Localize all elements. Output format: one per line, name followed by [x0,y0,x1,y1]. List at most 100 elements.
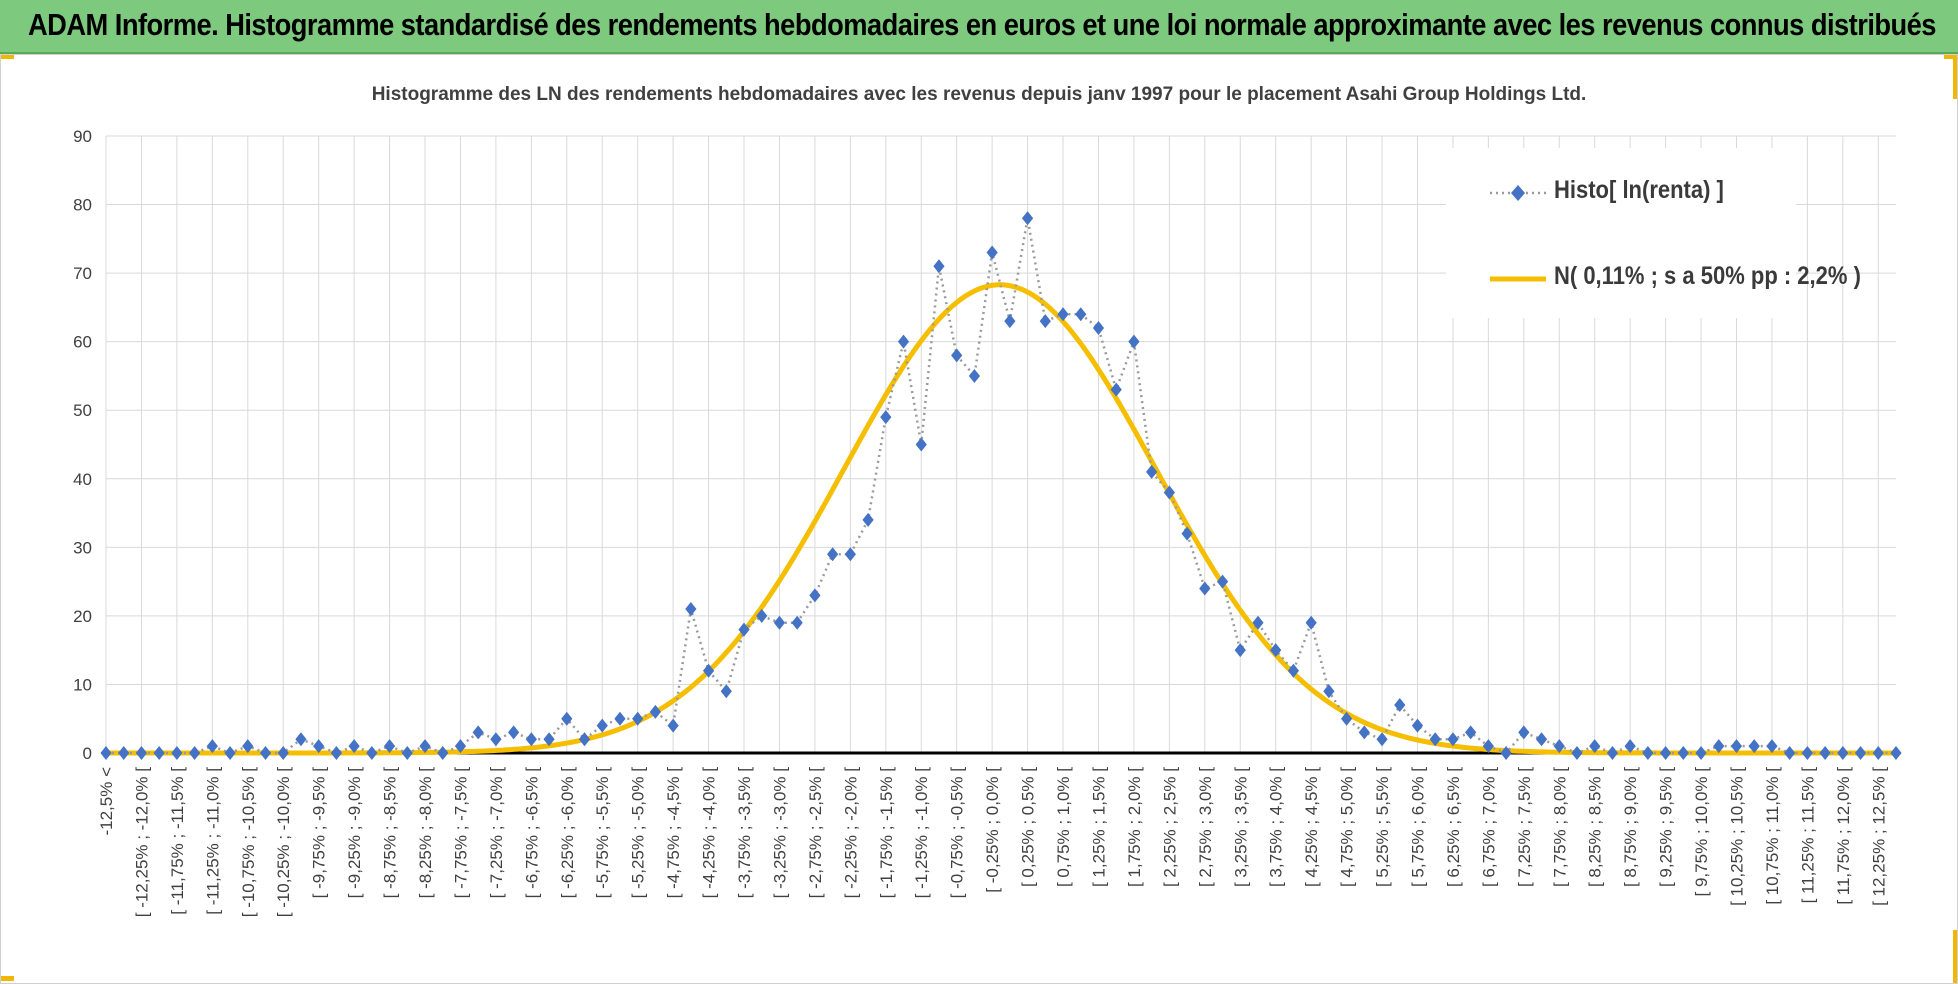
histogram-point [720,684,732,699]
x-tick-label: [ -9,75% ; -9,5% [ [310,767,329,899]
x-tick-label: [ 2,25% ; 2,5% [ [1160,767,1179,887]
histogram-point [756,608,768,623]
histogram-point [1075,307,1087,322]
histogram-point [100,746,112,760]
histogram-point [259,746,272,760]
y-tick-label: 30 [73,538,92,557]
x-tick-label: [ -11,25% ; -11,0% [ [203,767,222,915]
histogram-point [1890,746,1902,760]
histogram-point [578,732,591,747]
y-tick-label: 0 [83,744,92,763]
histogram-point [1730,739,1743,754]
x-tick-label: [ -1,75% ; -1,5% [ [877,767,896,899]
frame-corner-right-top [1953,54,1958,99]
x-tick-label: [ -3,75% ; -3,5% [ [735,767,754,899]
histogram-point [1128,334,1140,349]
histogram-point [809,588,821,603]
histogram-point [933,259,945,274]
histogram-point [224,746,236,760]
histogram-point [738,622,750,637]
legend: Histo[ ln(renta) ] N( 0,11% ; s a 50% pp… [1446,148,1861,318]
histogram-point [242,739,254,754]
histogram-point [1146,464,1158,479]
histogram-point [1057,307,1069,322]
histogram-point [1004,314,1016,329]
histogram-point [1606,746,1619,760]
y-tick-labels: 0 10 20 30 40 50 60 70 80 90 [73,127,92,763]
histogram-point [632,711,644,726]
x-tick-label: [ -5,75% ; -5,5% [ [593,767,612,899]
histogram-point [419,739,431,754]
histogram-point [667,718,679,733]
histogram-point [472,725,484,740]
histogram-point [153,746,165,760]
histogram-point [1287,663,1300,678]
histogram-point [1748,739,1760,754]
banner-corner-left [0,54,14,59]
histogram-point [1589,739,1601,754]
histogram-point [330,746,342,760]
legend-label-normal: N( 0,11% ; s a 50% pp : 2,2% ) [1554,262,1861,290]
histogram-point [968,368,981,383]
histogram-point [1039,314,1051,329]
histogram-point [596,718,608,733]
x-tick-label: [ -0,25% ; 0,0% [ [983,767,1002,893]
histogram-point [1801,746,1813,760]
histogram-point [508,725,520,740]
x-tick-label: [ -4,75% ; -4,5% [ [664,767,683,899]
frame-corner-left-bottom [0,976,14,981]
x-tick-label: [ -4,25% ; -4,0% [ [700,767,719,899]
y-tick-label: 90 [73,127,92,146]
histogram-point [1642,746,1654,760]
x-tick-label: [ -5,25% ; -5,0% [ [629,767,648,899]
histogram-point [986,245,998,260]
x-tick-label: [ 5,25% ; 5,5% [ [1373,767,1392,887]
x-tick-label: [ 11,25% ; 11,5% [ [1798,767,1817,904]
x-tick-labels: -12,5% < [ -12,25% ; -12,0% [[ -11,75% ; … [97,767,1888,918]
x-tick-label: [ 6,75% ; 7,0% [ [1479,767,1498,887]
x-tick-label: [ 7,75% ; 8,0% [ [1550,767,1569,887]
histogram-point [277,746,289,760]
x-tick-label: -12,5% < [97,767,116,836]
histogram-point [702,663,715,678]
x-tick-label: [ 5,75% ; 6,0% [ [1408,767,1427,887]
x-tick-label: [ 10,75% ; 11,0% [ [1763,767,1782,905]
histogram-point [614,711,626,726]
x-tick-label: [ 1,25% ; 1,5% [ [1089,767,1108,887]
x-tick-label: [ 8,75% ; 9,0% [ [1621,767,1640,887]
x-tick-label: [ 9,25% ; 9,5% [ [1657,767,1676,887]
histogram-point [1535,732,1548,747]
histogram-point [1234,643,1246,658]
histogram-point [1766,739,1778,754]
x-tick-label: [ -9,25% ; -9,0% [ [345,767,364,899]
histogram-point [118,746,130,760]
legend-normal-swatch [1490,276,1546,282]
histogram-point [1110,382,1122,397]
histogram-point [366,746,378,760]
x-tick-label: [ -2,25% ; -2,0% [ [841,767,860,899]
x-tick-label: [ 8,25% ; 8,5% [ [1586,767,1605,887]
x-tick-label: [ -10,25% ; -10,0% [ [274,767,293,918]
histogram-point [189,746,201,760]
histogram-point [1482,739,1494,754]
legend-histo-swatch [1490,185,1546,201]
histogram-point [827,547,839,562]
x-tick-label: [ -12,25% ; -12,0% [ [132,767,151,918]
histogram-point [206,739,218,754]
histogram-point [490,732,502,747]
x-tick-label: [ -2,75% ; -2,5% [ [806,767,825,899]
histogram-point [773,615,786,630]
histogram-point [915,437,927,452]
histogram-point [1270,643,1282,658]
histogram-point [1411,718,1424,733]
histogram-point [1553,739,1565,754]
x-tick-label: [ 7,25% ; 7,5% [ [1515,767,1534,887]
histogram-point [401,746,413,760]
histogram-point [171,746,183,760]
histogram-point [844,547,856,562]
histogram-point [1819,746,1831,760]
histogram-point [1394,698,1406,713]
histogram-point [1571,746,1583,760]
x-tick-label: [ 3,75% ; 4,0% [ [1267,767,1286,887]
